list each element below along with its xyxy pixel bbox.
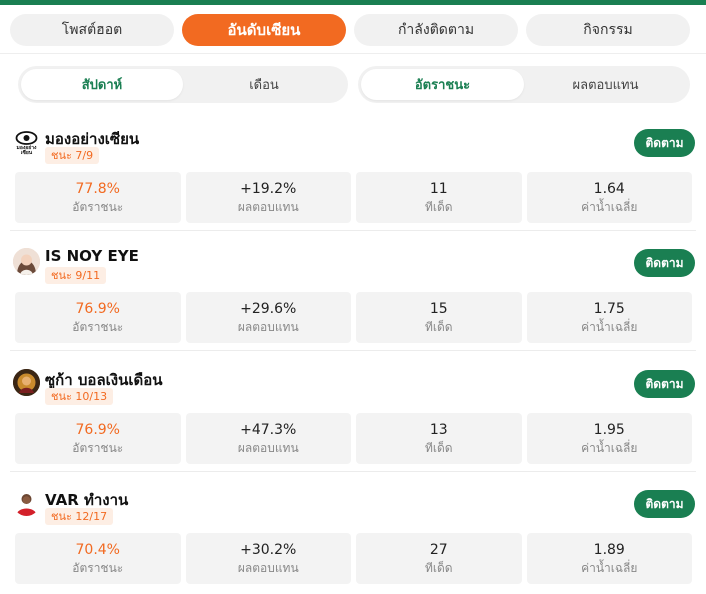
- follow-button[interactable]: ติดตาม: [634, 249, 695, 277]
- follow-button[interactable]: ติดตาม: [634, 490, 695, 518]
- stat-avg-odds: 1.95 ค่าน้ำเฉลี่ย: [526, 413, 692, 464]
- stat-tips: 11 ทีเด็ด: [356, 172, 522, 223]
- tipster-card: IS NOY EYE ชนะ 9/11 ติดตาม 76.9% อัตราชนะ…: [0, 243, 706, 363]
- stat-label: ผลตอบแทน: [237, 441, 299, 455]
- stat-avg-odds: 1.89 ค่าน้ำเฉลี่ย: [526, 533, 692, 584]
- metric-option-win-rate[interactable]: อัตราชนะ: [361, 69, 524, 100]
- stat-win-rate: 77.8% อัตราชนะ: [15, 172, 181, 223]
- stat-label: อัตราชนะ: [72, 320, 124, 334]
- tab-following[interactable]: กำลังติดตาม: [354, 14, 518, 46]
- stat-value: 13: [429, 422, 448, 438]
- stat-tips: 13 ทีเด็ด: [356, 413, 522, 464]
- follow-button[interactable]: ติดตาม: [634, 370, 695, 398]
- stat-value: 11: [429, 181, 448, 197]
- card-divider: [10, 350, 696, 351]
- user-photo-icon: [13, 248, 40, 275]
- card-divider: [10, 230, 696, 231]
- stat-value: +30.2%: [240, 542, 297, 558]
- tabs-divider: [0, 53, 706, 54]
- stat-avg-odds: 1.64 ค่าน้ำเฉลี่ย: [526, 172, 692, 223]
- stat-label: ผลตอบแทน: [237, 561, 299, 575]
- user-photo-icon: [13, 369, 40, 396]
- stat-value: 1.64: [593, 181, 625, 197]
- stat-value: +29.6%: [240, 301, 297, 317]
- svg-text:มองอย่าง: มองอย่าง: [17, 144, 37, 151]
- avatar[interactable]: [13, 248, 40, 275]
- stats-row: 76.9% อัตราชนะ +29.6% ผลตอบแทน 15 ทีเด็ด 1.…: [15, 292, 692, 343]
- stat-label: ค่าน้ำเฉลี่ย: [581, 320, 638, 334]
- stat-return: +29.6% ผลตอบแทน: [185, 292, 351, 343]
- top-accent-bar: [0, 0, 706, 5]
- stat-value: 1.89: [593, 542, 625, 558]
- stat-label: ค่าน้ำเฉลี่ย: [581, 441, 638, 455]
- stat-value: 15: [429, 301, 448, 317]
- follow-button[interactable]: ติดตาม: [634, 129, 695, 157]
- user-photo-icon: [13, 489, 40, 516]
- win-record-badge: ชนะ 12/17: [45, 508, 114, 525]
- win-record-badge: ชนะ 10/13: [45, 388, 114, 405]
- stat-return: +30.2% ผลตอบแทน: [185, 533, 351, 584]
- stat-win-rate: 70.4% อัตราชนะ: [15, 533, 181, 584]
- stat-return: +47.3% ผลตอบแทน: [185, 413, 351, 464]
- metric-option-return[interactable]: ผลตอบแทน: [572, 78, 639, 93]
- stat-value: 27: [429, 542, 448, 558]
- stat-tips: 27 ทีเด็ด: [356, 533, 522, 584]
- tab-activities[interactable]: กิจกรรม: [526, 14, 690, 46]
- stat-label: อัตราชนะ: [72, 561, 124, 575]
- tipster-name[interactable]: VAR ทำงาน: [45, 491, 129, 509]
- svg-text:เซียน: เซียน: [21, 149, 33, 155]
- avatar[interactable]: [13, 489, 40, 516]
- stats-row: 77.8% อัตราชนะ +19.2% ผลตอบแทน 11 ทีเด็ด 1.…: [15, 172, 692, 223]
- win-record-badge: ชนะ 7/9: [45, 147, 100, 164]
- stat-return: +19.2% ผลตอบแทน: [185, 172, 351, 223]
- stat-label: ค่าน้ำเฉลี่ย: [581, 561, 638, 575]
- stat-value: +47.3%: [240, 422, 297, 438]
- tab-expert-ranking[interactable]: อันดับเซียน: [182, 14, 346, 46]
- stat-label: ผลตอบแทน: [237, 200, 299, 214]
- tipster-name[interactable]: IS NOY EYE: [45, 247, 139, 265]
- stat-value: 77.8%: [75, 181, 120, 197]
- tipster-card: ซูก้า บอลเงินเดือน ชนะ 10/13 ติดตาม 76.9…: [0, 364, 706, 484]
- stat-value: +19.2%: [240, 181, 297, 197]
- stat-value: 70.4%: [75, 542, 120, 558]
- tipster-card: VAR ทำงาน ชนะ 12/17 ติดตาม 70.4% อัตราชนะ…: [0, 484, 706, 594]
- main-tabs: โพสต์ฮอต อันดับเซียน กำลังติดตาม กิจกรรม: [10, 14, 690, 46]
- stat-win-rate: 76.9% อัตราชนะ: [15, 292, 181, 343]
- stats-row: 76.9% อัตราชนะ +47.3% ผลตอบแทน 13 ทีเด็ด 1.…: [15, 413, 692, 464]
- stat-avg-odds: 1.75 ค่าน้ำเฉลี่ย: [526, 292, 692, 343]
- tipster-card: มองอย่าง เซียน มองอย่างเซียน ชนะ 7/9 ติด…: [0, 123, 706, 243]
- period-option-month[interactable]: เดือน: [249, 78, 279, 93]
- avatar[interactable]: มองอย่าง เซียน: [13, 128, 40, 155]
- stat-tips: 15 ทีเด็ด: [356, 292, 522, 343]
- period-option-week[interactable]: สัปดาห์: [21, 69, 183, 100]
- period-filter: สัปดาห์ เดือน: [18, 66, 348, 103]
- stat-value: 1.75: [593, 301, 625, 317]
- stat-label: ผลตอบแทน: [237, 320, 299, 334]
- stat-label: อัตราชนะ: [72, 441, 124, 455]
- tab-hot-posts[interactable]: โพสต์ฮอต: [10, 14, 174, 46]
- stat-label: อัตราชนะ: [72, 200, 124, 214]
- stat-label: ทีเด็ด: [424, 441, 453, 455]
- stat-value: 76.9%: [75, 301, 120, 317]
- win-record-badge: ชนะ 9/11: [45, 267, 107, 284]
- stat-label: ทีเด็ด: [424, 200, 453, 214]
- metric-filter: อัตราชนะ ผลตอบแทน: [358, 66, 690, 103]
- tipster-name[interactable]: ซูก้า บอลเงินเดือน: [45, 371, 163, 389]
- stat-label: ทีเด็ด: [424, 561, 453, 575]
- stats-row: 70.4% อัตราชนะ +30.2% ผลตอบแทน 27 ทีเด็ด 1.…: [15, 533, 692, 584]
- stat-value: 1.95: [593, 422, 625, 438]
- tipster-name[interactable]: มองอย่างเซียน: [45, 130, 140, 148]
- card-divider: [10, 471, 696, 472]
- eye-logo-icon: มองอย่าง เซียน: [15, 131, 38, 155]
- stat-value: 76.9%: [75, 422, 120, 438]
- stat-label: ค่าน้ำเฉลี่ย: [581, 200, 638, 214]
- stat-win-rate: 76.9% อัตราชนะ: [15, 413, 181, 464]
- avatar[interactable]: [13, 369, 40, 396]
- stat-label: ทีเด็ด: [424, 320, 453, 334]
